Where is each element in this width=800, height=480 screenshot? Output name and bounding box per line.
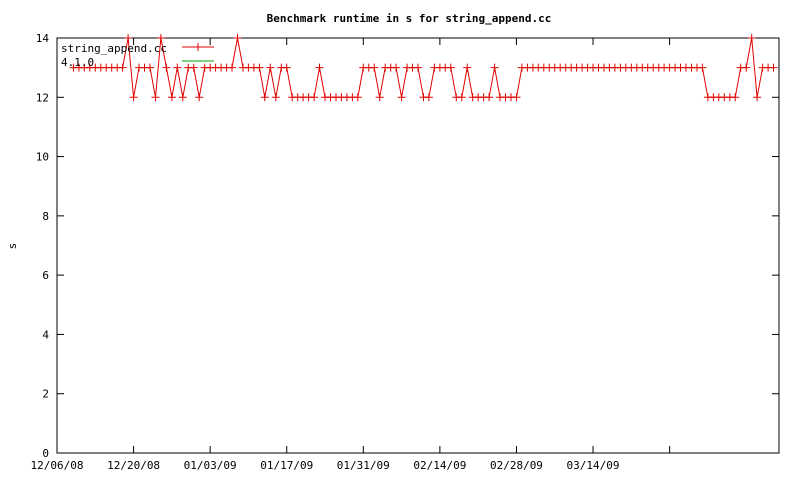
legend: string_append.cc 4.1.0 <box>61 42 214 69</box>
data-point-marker <box>129 93 138 102</box>
data-point-marker <box>414 63 422 72</box>
legend-label-string-append: string_append.cc <box>61 42 167 55</box>
data-point-marker <box>512 93 521 102</box>
x-tick-label: 01/17/09 <box>260 459 313 472</box>
data-point-marker <box>769 63 778 72</box>
legend-label-4-1-0: 4.1.0 <box>61 56 94 69</box>
data-point-marker <box>233 34 242 42</box>
data-point-marker <box>228 63 236 72</box>
data-point-marker <box>146 63 154 72</box>
data-point-marker <box>260 93 269 102</box>
data-point-marker <box>424 93 433 102</box>
data-point-marker <box>310 93 319 102</box>
x-axis-ticks: 12/06/08 12/20/08 01/03/09 01/17/09 01/31/09… <box>31 38 671 472</box>
y-tick-label: 10 <box>36 151 49 164</box>
y-axis-ticks: 0 2 4 6 8 10 12 14 <box>36 32 779 460</box>
data-point-marker <box>282 63 291 72</box>
y-tick-label: 6 <box>42 269 49 282</box>
data-point-marker <box>698 63 707 72</box>
x-tick-label: 12/20/08 <box>107 459 160 472</box>
y-tick-label: 8 <box>42 210 49 223</box>
x-tick-label: 03/14/09 <box>567 459 620 472</box>
data-point-marker <box>167 93 176 102</box>
data-point-marker <box>375 93 384 102</box>
y-tick-label: 0 <box>42 447 49 460</box>
data-point-marker <box>731 93 740 102</box>
y-axis-label: s <box>6 243 19 250</box>
data-point-marker <box>266 63 275 72</box>
data-point-marker <box>162 63 171 72</box>
data-point-marker <box>446 63 455 72</box>
data-point-marker <box>457 93 466 102</box>
legend-marker-string-append <box>194 43 202 51</box>
data-point-marker <box>151 93 160 102</box>
data-point-marker <box>156 34 165 42</box>
y-tick-label: 12 <box>36 91 49 104</box>
series-layer <box>69 34 778 102</box>
data-point-marker <box>124 34 133 42</box>
y-tick-label: 4 <box>42 328 49 341</box>
data-point-marker <box>463 63 472 72</box>
data-point-marker <box>747 34 756 42</box>
data-point-marker <box>490 63 499 72</box>
data-point-marker <box>255 63 264 72</box>
y-tick-label: 2 <box>42 388 49 401</box>
data-point-marker <box>315 63 324 72</box>
data-point-marker <box>173 63 182 72</box>
data-point-marker <box>392 63 401 72</box>
x-tick-label: 01/03/09 <box>184 459 237 472</box>
x-tick-label: 02/28/09 <box>490 459 543 472</box>
data-point-marker <box>178 93 187 102</box>
chart-title: Benchmark runtime in s for string_append… <box>267 12 552 25</box>
data-point-marker <box>353 93 362 102</box>
data-point-marker <box>195 93 204 102</box>
x-tick-label: 01/31/09 <box>337 459 390 472</box>
data-point-marker <box>189 63 198 72</box>
data-point-marker <box>753 93 762 102</box>
data-point-marker <box>485 93 494 102</box>
data-point-marker <box>271 93 280 102</box>
plot-frame <box>56 37 780 454</box>
y-tick-label: 14 <box>36 32 50 45</box>
x-tick-label: 02/14/09 <box>413 459 466 472</box>
data-point-marker <box>397 93 406 102</box>
data-point-marker <box>370 63 379 72</box>
x-tick-label: 12/06/08 <box>31 459 84 472</box>
data-point-marker <box>118 63 127 72</box>
data-point-marker <box>742 63 751 72</box>
